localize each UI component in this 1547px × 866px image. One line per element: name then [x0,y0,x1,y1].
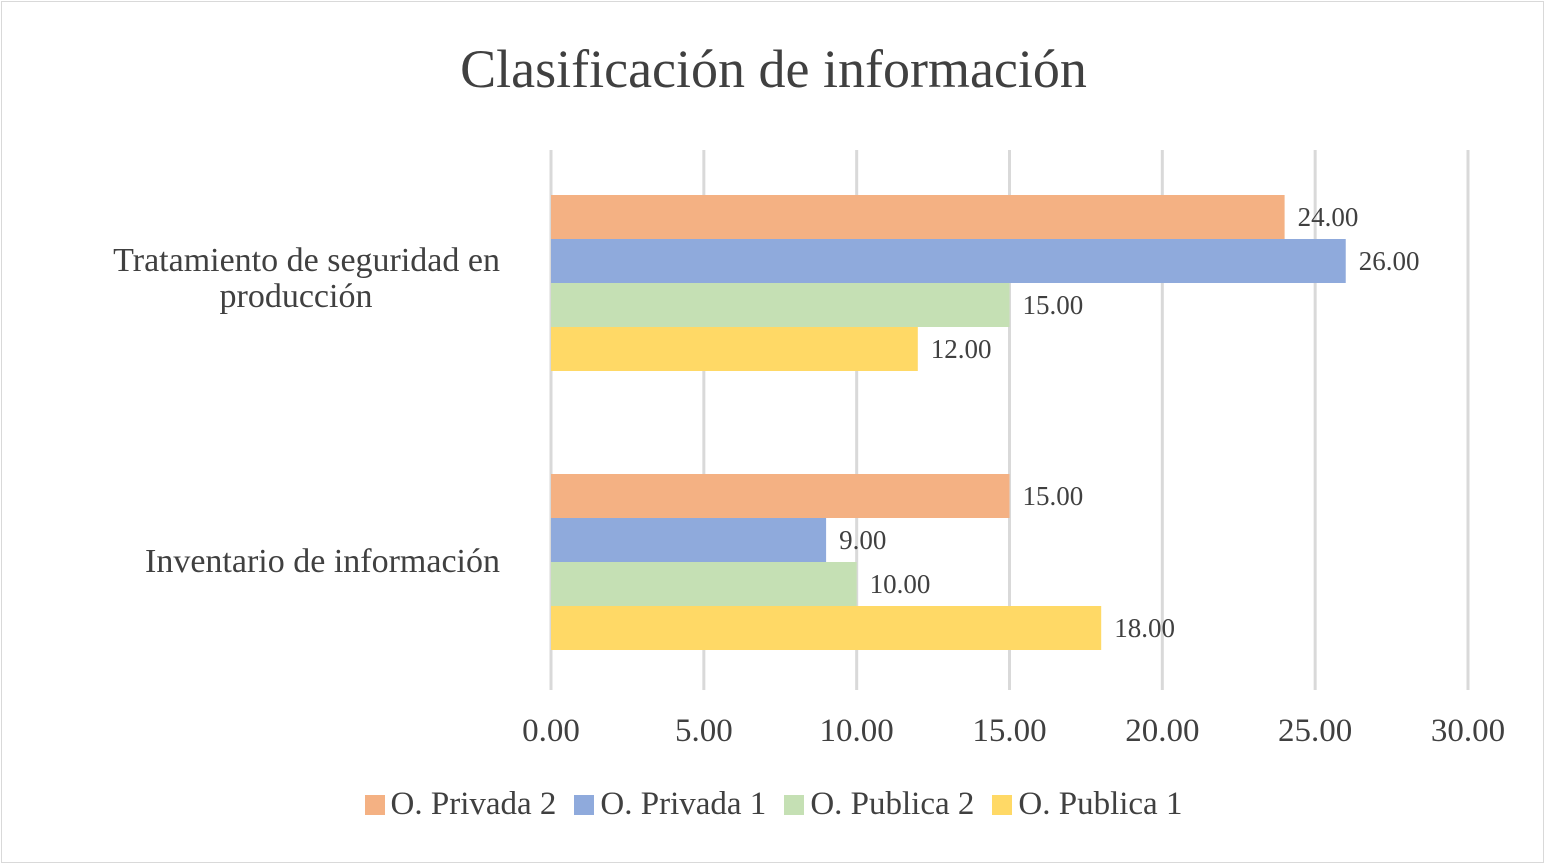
x-tick-label: 15.00 [972,713,1046,749]
bar-o-publica-1 [551,327,918,371]
bar-o-privada-1 [551,518,827,562]
bar-o-publica-1 [551,606,1102,650]
x-tick-label: 20.00 [1125,713,1199,749]
data-label: 18.00 [1114,613,1175,643]
bar-o-privada-1 [551,239,1346,283]
bar-o-publica-2 [551,562,857,606]
legend-label: O. Privada 2 [390,786,557,822]
category-label: Tratamiento de seguridad en [113,242,500,279]
x-tick-label: 5.00 [675,713,733,749]
legend: O. Privada 2 O. Privada 1 O. Publica 2 O. P… [0,786,1547,823]
legend-label: O. Publica 1 [1018,786,1183,822]
legend-swatch [992,794,1013,815]
legend-swatch [364,794,385,815]
data-label: 15.00 [1023,290,1084,320]
bar-o-privada-2 [551,195,1285,239]
legend-label: O. Publica 2 [810,786,975,822]
x-tick-label: 25.00 [1278,713,1352,749]
category-label: producción [220,278,373,315]
legend-swatch [784,794,805,815]
x-tick-label: 30.00 [1431,713,1505,749]
data-label: 9.00 [839,525,886,555]
bar-o-publica-2 [551,283,1010,327]
bar-o-privada-2 [551,474,1010,518]
data-label: 15.00 [1023,481,1084,511]
chart-title: Clasificación de información [460,39,1087,99]
legend-label: O. Privada 1 [600,786,767,822]
data-label: 24.00 [1298,202,1359,232]
x-tick-label: 10.00 [820,713,894,749]
x-tick-label: 0.00 [522,713,580,749]
legend-item: O. Privada 1 [574,786,766,823]
data-label: 10.00 [870,569,931,599]
category-label: Inventario de información [145,543,500,580]
legend-item: O. Publica 1 [992,786,1182,823]
legend-item: O. Publica 2 [784,786,974,823]
legend-swatch [574,794,595,815]
legend-item: O. Privada 2 [364,786,557,823]
data-label: 26.00 [1359,246,1420,276]
data-label: 12.00 [931,334,992,364]
